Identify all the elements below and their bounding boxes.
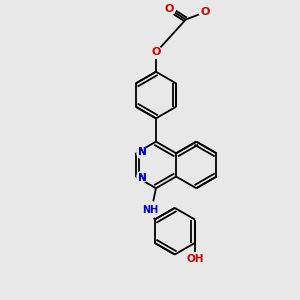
Text: N: N: [138, 173, 147, 183]
Circle shape: [188, 253, 202, 266]
Text: OH: OH: [186, 254, 204, 264]
Circle shape: [164, 3, 175, 15]
Circle shape: [199, 6, 211, 18]
Circle shape: [137, 171, 148, 182]
Text: NH: NH: [142, 205, 158, 215]
Text: N: N: [138, 173, 147, 183]
Circle shape: [137, 148, 148, 159]
Text: N: N: [138, 147, 147, 157]
Circle shape: [150, 46, 162, 58]
Text: N: N: [138, 147, 147, 157]
Text: O: O: [151, 47, 161, 57]
Text: O: O: [165, 4, 174, 14]
Circle shape: [142, 201, 158, 218]
Text: O: O: [201, 7, 210, 17]
